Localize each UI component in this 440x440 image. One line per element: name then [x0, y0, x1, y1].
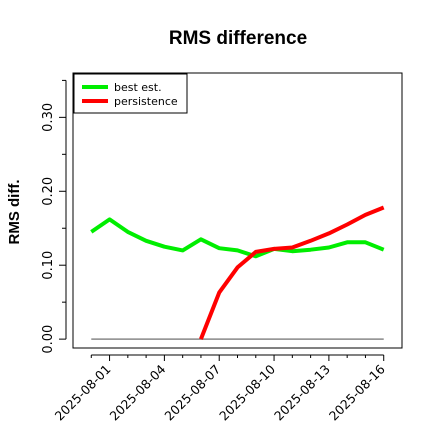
x-tick-label: 2025-08-04: [107, 361, 169, 423]
x-tick-label: 2025-08-16: [326, 361, 388, 423]
x-tick-label: 2025-08-10: [216, 361, 278, 423]
series-layer: [90, 205, 385, 340]
x-tick-label: 2025-08-07: [161, 362, 223, 424]
legend-label-best-est: best est.: [114, 81, 162, 94]
y-tick-label: 0.30: [41, 103, 56, 132]
y-axis-label: RMS diff.: [6, 180, 23, 245]
x-axis: 2025-08-012025-08-042025-08-072025-08-10…: [52, 354, 388, 424]
legend-label-persistence: persistence: [114, 95, 178, 108]
chart-title: RMS difference: [169, 28, 307, 49]
y-tick-label: 0.20: [41, 177, 56, 206]
x-tick-label: 2025-08-13: [271, 362, 333, 424]
y-tick-label: 0.10: [41, 251, 56, 280]
y-tick-label: 0.00: [41, 325, 56, 354]
plot-frame: [72, 72, 403, 349]
legend-box: [73, 73, 188, 114]
y-axis: 0.00 0.10 0.20 0.30: [41, 79, 67, 354]
legend: best est. persistence: [73, 73, 188, 114]
x-tick-label: 2025-08-01: [52, 362, 114, 424]
series-line-persistence: [199, 205, 385, 340]
series-line-best-est: [90, 217, 385, 259]
